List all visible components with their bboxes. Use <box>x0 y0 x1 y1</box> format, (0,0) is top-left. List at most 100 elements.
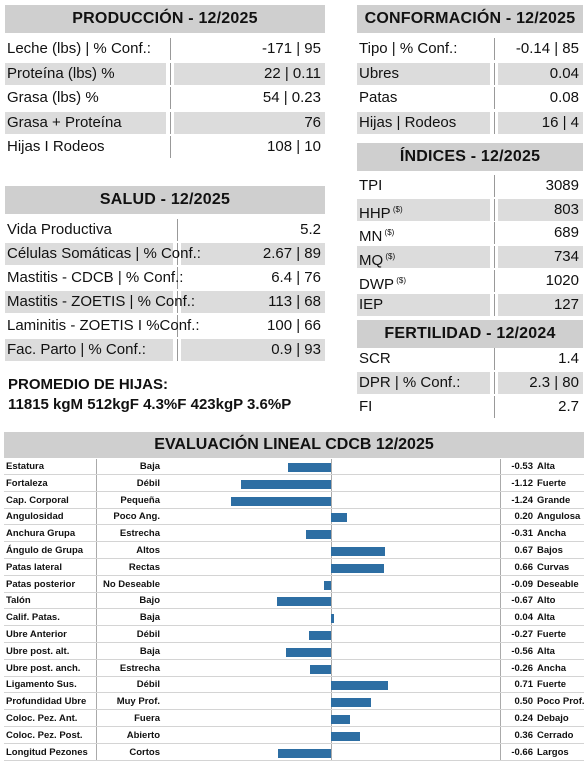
indices-value: 689 <box>553 224 579 242</box>
indices-row: MQ ($) 734 <box>357 246 583 269</box>
trait-high-label: Ancha <box>537 528 567 540</box>
linear-trait-row: Anchura Grupa Estrecha -0.31 Ancha <box>4 526 584 543</box>
currency-superscript: ($) <box>383 252 396 262</box>
trait-bar <box>240 479 331 489</box>
trait-high-label: Alto <box>537 595 556 607</box>
row-gridline <box>4 742 584 744</box>
salud-row: Células Somáticas | % Conf.: 2.67 | 89 <box>5 243 325 265</box>
currency-superscript: ($) <box>394 275 406 285</box>
salud-value: 0.9 | 93 <box>271 341 321 358</box>
indices-value: 734 <box>553 248 579 266</box>
column-divider <box>96 459 97 762</box>
trait-low-label: Muy Prof. <box>116 696 160 708</box>
trait-name: Longitud Pezones <box>6 746 88 758</box>
indices-value: 1020 <box>545 271 579 289</box>
salud-row: Laminitis - ZOETIS I %Conf.: 100 | 66 <box>5 315 325 337</box>
indices-label: MN ($) <box>359 228 395 246</box>
trait-high-label: Fuerte <box>537 477 567 489</box>
indices-label: IEP <box>359 295 384 313</box>
column-divider <box>500 459 501 762</box>
trait-high-label: Grande <box>537 494 571 506</box>
fertilidad-label: SCR <box>359 350 391 367</box>
row-gridline <box>4 524 584 526</box>
trait-low-label: Estrecha <box>119 662 160 674</box>
trait-low-label: Baja <box>139 461 160 472</box>
trait-name: Patas posterior <box>6 578 76 590</box>
produccion-value: 54 | 0.23 <box>262 89 321 106</box>
linear-trait-row: Ubre Anterior Débil -0.27 Fuerte <box>4 627 584 643</box>
salud-value: 113 | 68 <box>268 293 321 310</box>
trait-bar <box>331 731 360 741</box>
conformacion-row: Ubres 0.04 <box>357 62 583 85</box>
trait-low-label: Débil <box>136 629 160 640</box>
trait-bar <box>331 681 389 691</box>
trait-high-label: Alta <box>537 612 555 624</box>
fertilidad-value: 2.3 | 80 <box>529 374 579 391</box>
fertilidad-header: FERTILIDAD - 12/2024 <box>357 320 583 348</box>
trait-bar <box>331 513 348 523</box>
trait-high-label: Fuerte <box>537 629 567 640</box>
trait-high-label: Curvas <box>537 561 570 573</box>
trait-low-label: Abierto <box>126 729 160 741</box>
linear-trait-row: Ubre post. anch. Estrecha -0.26 Ancha <box>4 661 584 677</box>
trait-low-label: Fuera <box>134 713 160 724</box>
trait-low-label: Estrecha <box>119 528 160 540</box>
row-gridline <box>4 759 584 761</box>
trait-name: Profundidad Ubre <box>6 696 87 708</box>
trait-low-label: Baja <box>139 612 160 624</box>
trait-high-label: Deseable <box>537 578 579 590</box>
produccion-row: Proteína (lbs) % 22 | 0.11 <box>5 62 325 85</box>
conformacion-label: Patas <box>359 89 398 106</box>
row-gridline <box>4 558 584 559</box>
row-gridline <box>4 658 584 660</box>
indices-row: HHP ($) 803 <box>357 198 583 222</box>
trait-name: Calif. Patas. <box>6 612 60 624</box>
trait-low-label: Bajo <box>139 595 160 607</box>
produccion-value: 108 | 10 <box>267 138 321 155</box>
trait-score: 0.66 <box>514 561 534 573</box>
trait-bar <box>310 664 331 674</box>
row-gridline <box>4 675 584 677</box>
conformacion-label: Ubres <box>359 64 400 82</box>
salud-row: Fac. Parto | % Conf.: 0.9 | 93 <box>5 339 325 361</box>
conformacion-row: Patas 0.08 <box>357 87 583 109</box>
row-gridline <box>4 574 584 576</box>
row-gridline <box>4 507 584 509</box>
linear-trait-row: Fortaleza Débil -1.12 Fuerte <box>4 476 584 492</box>
trait-name: Ubre post. anch. <box>6 662 81 674</box>
trait-low-label: No Deseable <box>102 578 160 590</box>
indices-label: HHP ($) <box>359 204 403 222</box>
salud-value: 6.4 | 76 <box>271 269 321 286</box>
trait-name: Coloc. Pez. Ant. <box>6 713 78 724</box>
linear-chart-title: EVALUACIÓN LINEAL CDCB 12/2025 <box>4 432 584 458</box>
conformacion-value: 0.08 <box>549 89 579 106</box>
trait-score: -0.56 <box>511 645 533 657</box>
produccion-label: Grasa (lbs) % <box>7 89 99 106</box>
trait-high-label: Poco Prof. <box>537 696 585 708</box>
trait-score: -0.66 <box>511 746 533 758</box>
produccion-value: 22 | 0.11 <box>264 64 321 82</box>
trait-high-label: Alta <box>537 461 555 472</box>
linear-trait-row: Ligamento Sus. Débil 0.71 Fuerte <box>4 677 584 694</box>
indices-row: IEP 127 <box>357 293 583 316</box>
trait-high-label: Alta <box>537 645 555 657</box>
trait-bar <box>306 530 331 540</box>
produccion-label: Grasa + Proteína <box>7 113 122 131</box>
trait-score: -0.09 <box>511 578 533 590</box>
salud-label: Laminitis - ZOETIS I %Conf.: <box>7 317 200 334</box>
row-gridline <box>4 709 584 711</box>
produccion-label: Leche (lbs) | % Conf.: <box>7 40 151 57</box>
conformacion-row: Hijas | Rodeos 16 | 4 <box>357 111 583 134</box>
trait-score: 0.50 <box>514 696 534 708</box>
indices-value: 127 <box>553 295 579 313</box>
trait-low-label: Débil <box>136 679 160 691</box>
produccion-row: Leche (lbs) | % Conf.: -171 | 95 <box>5 38 325 60</box>
salud-row: Mastitis - ZOETIS | % Conf.: 113 | 68 <box>5 291 325 313</box>
trait-low-label: Baja <box>139 645 160 657</box>
trait-name: Talón <box>6 595 31 607</box>
currency-superscript: ($) <box>382 228 395 238</box>
trait-high-label: Largos <box>537 746 569 758</box>
conformacion-value: 0.04 <box>549 64 579 82</box>
row-gridline <box>4 692 584 694</box>
indices-row: MN ($) 689 <box>357 222 583 245</box>
